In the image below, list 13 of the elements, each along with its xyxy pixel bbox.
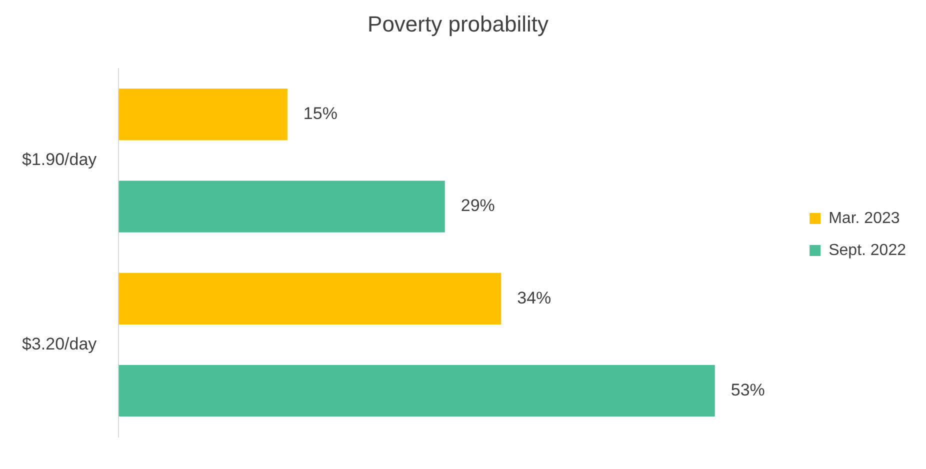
data-label: 53%: [730, 380, 765, 400]
bar: [118, 272, 502, 324]
chart-title: Poverty probability: [368, 11, 548, 36]
bar: [118, 88, 288, 140]
data-label: 34%: [517, 288, 552, 308]
y-tick-label: $1.90/day: [22, 150, 98, 170]
legend-label: Sept. 2022: [828, 242, 906, 259]
data-label: 29%: [460, 196, 495, 216]
bar: [118, 180, 445, 232]
y-tick-label: $3.20/day: [22, 334, 98, 354]
legend-label: Mar. 2023: [828, 210, 900, 227]
bar: [118, 364, 715, 417]
data-label: 15%: [303, 104, 338, 124]
